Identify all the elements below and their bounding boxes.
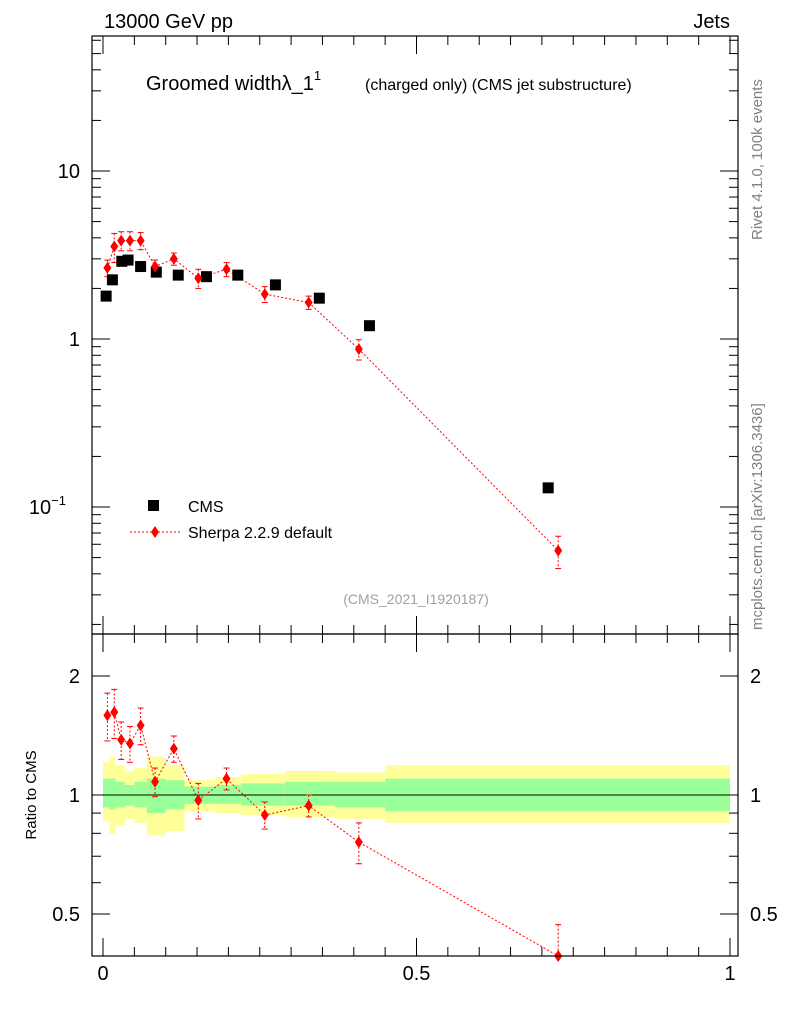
main-y-tick-labels: 10 1 10−1 [29,161,80,519]
plot-title-symbol: λ_1 [282,73,314,95]
cms-point [542,482,554,494]
sherpa-point [151,260,160,273]
sherpa-line [106,240,559,551]
ratio-point [222,772,231,785]
mcplots-credit-label: mcplots.cern.ch [arXiv:1306.3436] [749,403,766,630]
ratio-point [136,719,145,732]
ratio-uncertainty-bands [103,756,730,836]
sherpa-point [117,234,126,247]
ratio-y-tick-label-left: 0.5 [52,904,80,926]
header-beam-label: 13000 GeV pp [104,11,233,33]
analysis-id-label: (CMS_2021_I1920187) [343,591,489,607]
ratio-point [169,742,178,755]
cms-point [135,261,147,273]
ratio-panel-ticks [92,675,738,915]
cms-point [232,269,244,281]
sherpa-point [304,296,313,309]
ratio-point [125,737,134,750]
sherpa-point [103,261,112,274]
cms-point [106,274,118,286]
x-tick-label: 0 [97,963,108,985]
cms-point [172,269,184,281]
ratio-y-tick-label-left: 1 [69,785,80,807]
main-y-tick-label-1: 1 [69,329,80,351]
x-tick-label: 0.5 [403,963,431,985]
ratio-point [151,775,160,788]
sherpa-point [136,234,145,247]
ratio-markers [103,706,563,962]
header-process-label: Jets [693,11,730,33]
sherpa-point [354,343,363,356]
cms-point [100,290,112,302]
x-axis-ticks [102,36,731,956]
ratio-point [194,794,203,807]
ratio-point [354,836,363,849]
sherpa-point [222,263,231,276]
x-tick-label: 1 [724,963,735,985]
legend-cms-marker [148,500,159,511]
cms-point [200,271,212,283]
main-y-tick-label-10: 10 [58,161,80,183]
ratio-point [103,709,112,722]
plot-title-superscript: 1 [314,68,321,83]
band-inner [146,778,166,814]
ratio-point [110,706,119,719]
legend: CMS Sherpa 2.2.9 default [130,499,333,542]
band-inner [109,778,116,810]
main-panel-frame [91,35,739,635]
ratio-y-tick-label-left: 2 [69,666,80,688]
x-tick-labels: 0 0.5 1 [97,963,735,985]
cms-point [150,266,162,278]
cms-point [363,320,375,332]
main-panel-error-bars [104,231,562,570]
legend-sherpa-label: Sherpa 2.2.9 default [188,525,333,542]
sherpa-point [125,234,134,247]
sherpa-point [554,544,563,557]
cms-point [269,279,281,291]
main-y-tick-label-0.1: 10−1 [29,493,66,519]
main-panel-markers [100,234,563,557]
ratio-y-tick-labels: 2 1 0.5 2 1 0.5 [52,666,778,926]
band-inner [284,781,335,806]
sherpa-point [260,288,269,301]
cms-point [116,255,128,267]
sherpa-point [194,272,203,285]
ratio-y-tick-label-right: 0.5 [750,904,778,926]
cms-point [313,292,325,304]
legend-cms-label: CMS [188,499,224,516]
main-panel-series-lines [106,240,559,551]
legend-sherpa-marker [151,526,159,538]
plot-title: Groomed widthλ_11 [146,68,321,95]
plot-title-suffix: (charged only) (CMS jet substructure) [365,77,632,94]
ratio-y-tick-label-right: 2 [750,666,761,688]
cms-point [122,254,134,266]
ratio-y-tick-label-right: 1 [750,785,761,807]
band-inner [103,778,110,808]
rivet-version-label: Rivet 4.1.0, 100k events [749,79,766,240]
sherpa-point [169,252,178,265]
sherpa-point [110,240,119,253]
main-panel-ticks [92,39,738,625]
ratio-point [117,733,126,746]
ratio-point [260,809,269,822]
ratio-point [304,799,313,812]
band-inner [215,784,241,804]
ratio-y-axis-label: Ratio to CMS [23,750,40,839]
plot-title-main: Groomed width [146,73,282,95]
